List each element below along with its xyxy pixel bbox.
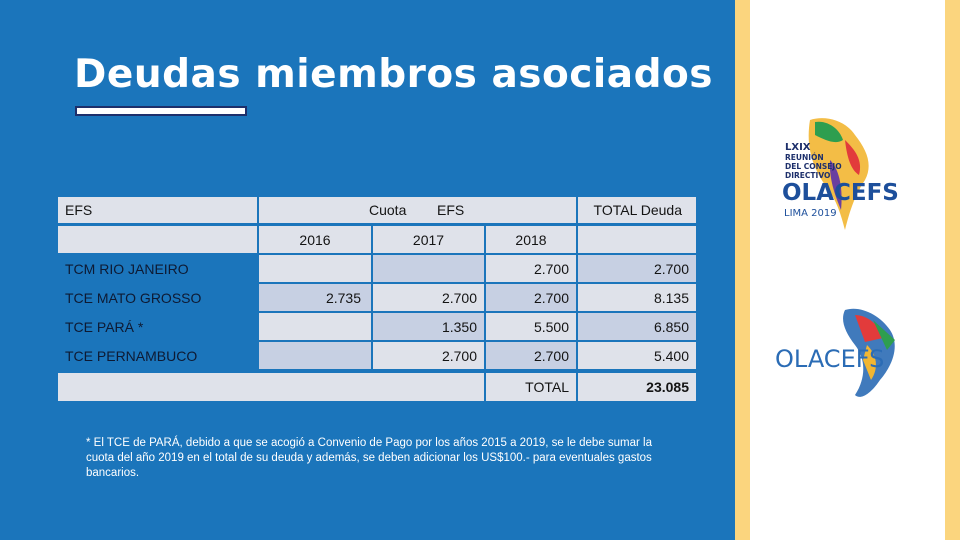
header-cell: Cuota EFS — [259, 197, 576, 223]
title: Deudas miembros asociados — [74, 52, 713, 97]
value-cell: 6.850 — [578, 313, 696, 340]
yellow-stripe — [735, 0, 750, 540]
yellow-stripe — [945, 0, 960, 540]
logo-line: DIRECTIVO — [785, 171, 831, 180]
row-label: TCE PARÁ * — [65, 318, 144, 335]
value-cell — [259, 255, 371, 282]
header-cell: EFS — [58, 197, 257, 223]
value-cell: 2.735 — [259, 284, 371, 311]
value-cell: 2.700 — [486, 284, 576, 311]
year-cell: 2018 — [486, 226, 576, 253]
value-cell: 1.350 — [373, 313, 484, 340]
debt-table: EFS Cuota EFS TOTAL Deuda 2016 2017 2018 TCM RI… — [58, 197, 696, 401]
title-underline — [75, 106, 247, 116]
value-cell: 2.700 — [486, 255, 576, 282]
year-cell: 2016 — [259, 226, 371, 253]
row-label: TCM RIO JANEIRO — [65, 260, 189, 277]
value-cell: 5.400 — [578, 342, 696, 369]
logo-line: LXIX — [785, 142, 811, 153]
logo-name: OLACEFS — [775, 345, 885, 373]
value-cell: 2.700 — [373, 284, 484, 311]
row-label: TCE MATO GROSSO — [65, 289, 202, 306]
value-cell — [259, 313, 371, 340]
year-cell: 2017 — [373, 226, 484, 253]
map-icon — [808, 118, 869, 230]
logo-name: OLACEFS — [782, 180, 899, 206]
value-cell: 5.500 — [486, 313, 576, 340]
value-cell — [259, 342, 371, 369]
map-icon — [843, 308, 895, 397]
value-cell — [373, 255, 484, 282]
value-cell: 8.135 — [578, 284, 696, 311]
header-text: Cuota — [369, 202, 407, 218]
total-label: TOTAL — [486, 373, 576, 401]
value-cell: 2.700 — [486, 342, 576, 369]
header-cell: TOTAL Deuda — [578, 197, 696, 223]
value-cell: 2.700 — [373, 342, 484, 369]
logo-place: LIMA 2019 — [784, 208, 837, 219]
footnote: * El TCE de PARÁ, debido a que se acogió… — [86, 437, 653, 479]
header-text: EFS — [437, 202, 465, 218]
total-row — [58, 373, 484, 401]
value-cell: 2.700 — [578, 255, 696, 282]
logos — [808, 118, 895, 397]
total-value: 23.085 — [578, 373, 696, 401]
header-cell — [58, 226, 257, 253]
header-cell — [578, 226, 696, 253]
row-label: TCE PERNAMBUCO — [65, 347, 198, 364]
logo-line: DEL CONSEJO — [785, 162, 842, 171]
logo-line: REUNIÓN — [785, 153, 824, 162]
